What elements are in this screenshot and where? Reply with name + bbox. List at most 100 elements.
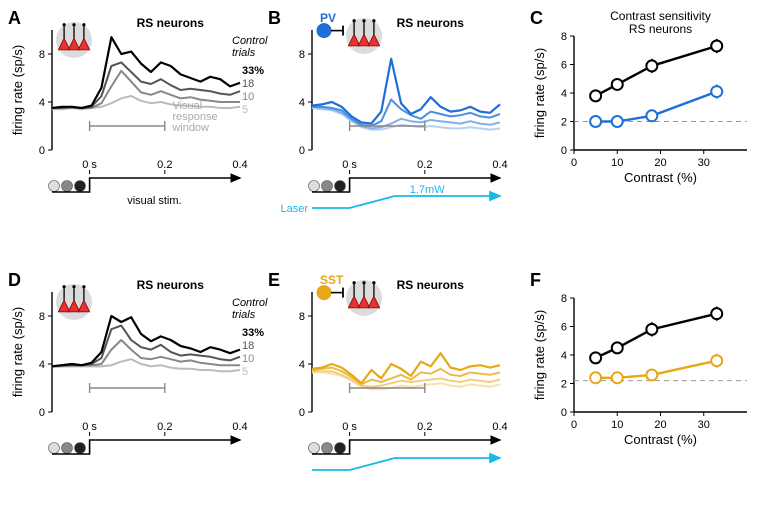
panel-E: E048RS neurons0 s0.20.4SST: [268, 270, 508, 470]
svg-text:30: 30: [698, 157, 710, 169]
svg-text:0: 0: [39, 145, 45, 157]
svg-text:18: 18: [242, 78, 254, 90]
marker: [612, 372, 623, 383]
marker: [590, 90, 601, 101]
marker: [590, 372, 601, 383]
svg-text:4: 4: [39, 97, 45, 109]
svg-text:5: 5: [242, 366, 248, 378]
svg-text:F: F: [530, 270, 541, 290]
svg-text:4: 4: [299, 359, 305, 371]
svg-text:8: 8: [561, 293, 567, 305]
svg-text:6: 6: [561, 60, 567, 72]
svg-text:visual stim.: visual stim.: [127, 195, 181, 207]
marker: [646, 110, 657, 121]
svg-text:33%: 33%: [242, 65, 264, 77]
svg-text:0 s: 0 s: [342, 159, 357, 171]
svg-text:0.2: 0.2: [157, 421, 172, 433]
marker: [646, 369, 657, 380]
marker: [711, 308, 722, 319]
svg-text:4: 4: [299, 97, 305, 109]
laser-ramp: [312, 196, 500, 208]
svg-text:Contrast sensitivity: Contrast sensitivity: [610, 9, 711, 23]
svg-text:trials: trials: [232, 309, 256, 321]
panel-C: C 0 2 4 6 8 0 10 20 30Contrast (%) firing rate (sp…: [530, 8, 747, 185]
svg-text:Laser: Laser: [280, 203, 308, 215]
svg-text:Control: Control: [232, 35, 268, 47]
svg-text:10: 10: [242, 91, 254, 103]
svg-text:Control: Control: [232, 297, 268, 309]
svg-text:0.4: 0.4: [232, 421, 247, 433]
panel-letter: D: [8, 270, 21, 290]
svg-text:0.4: 0.4: [492, 159, 507, 171]
svg-text:20: 20: [654, 157, 666, 169]
panel-title: RS neurons: [397, 16, 465, 30]
svg-text:8: 8: [299, 311, 305, 323]
svg-text:C: C: [530, 8, 543, 28]
panel-F: F024680102030Contrast (%)firing rate (sp…: [530, 270, 747, 447]
panel-letter: B: [268, 8, 281, 28]
ylabel: firing rate (sp/s): [10, 307, 25, 397]
svg-text:4: 4: [39, 359, 45, 371]
panel-title: RS neurons: [137, 16, 205, 30]
marker: [711, 86, 722, 97]
marker: [590, 116, 601, 127]
svg-text:0: 0: [571, 157, 577, 169]
inhib-label: PV: [320, 11, 336, 25]
svg-text:2: 2: [561, 379, 567, 391]
svg-text:0.2: 0.2: [417, 421, 432, 433]
svg-text:0.4: 0.4: [232, 159, 247, 171]
svg-text:4: 4: [561, 88, 567, 100]
svg-text:4: 4: [561, 350, 567, 362]
svg-text:0 s: 0 s: [82, 159, 97, 171]
svg-text:10: 10: [611, 157, 623, 169]
svg-text:0.2: 0.2: [157, 159, 172, 171]
svg-text:5: 5: [242, 104, 248, 116]
svg-text:8: 8: [39, 311, 45, 323]
svg-text:window: window: [171, 122, 209, 134]
svg-text:0: 0: [571, 419, 577, 431]
ylabel: firing rate (sp/s): [532, 310, 547, 400]
panel-A: A 0 4 8 firing rate (sp/s) RS neurons Controlt…: [8, 8, 268, 207]
svg-text:18: 18: [242, 340, 254, 352]
svg-text:0 s: 0 s: [342, 421, 357, 433]
ylabel: firing rate (sp/s): [10, 45, 25, 135]
svg-text:0: 0: [561, 145, 567, 157]
marker: [612, 79, 623, 90]
svg-text:0: 0: [39, 407, 45, 419]
svg-text:30: 30: [698, 419, 710, 431]
marker: [590, 352, 601, 363]
svg-text:8: 8: [39, 49, 45, 61]
panel-letter: E: [268, 270, 280, 290]
panel-B: B 0 4 8 RS neurons 0 s 0.2 0.4 Laser 1.7mW PV: [268, 8, 508, 215]
marker: [711, 40, 722, 51]
svg-text:10: 10: [242, 353, 254, 365]
svg-text:0 s: 0 s: [82, 421, 97, 433]
svg-text:2: 2: [561, 117, 567, 129]
trace: [52, 326, 240, 367]
svg-text:20: 20: [654, 419, 666, 431]
marker: [711, 355, 722, 366]
svg-text:1.7mW: 1.7mW: [410, 184, 445, 196]
marker: [646, 60, 657, 71]
panel-title: RS neurons: [137, 278, 205, 292]
svg-text:6: 6: [561, 322, 567, 334]
svg-text:0.2: 0.2: [417, 159, 432, 171]
svg-text:0: 0: [299, 145, 305, 157]
svg-text:8: 8: [561, 31, 567, 43]
panel-letter: A: [8, 8, 21, 28]
svg-text:33%: 33%: [242, 327, 264, 339]
svg-text:trials: trials: [232, 47, 256, 59]
svg-text:0: 0: [561, 407, 567, 419]
trace: [52, 340, 240, 366]
panel-title: RS neurons: [397, 278, 465, 292]
marker: [612, 116, 623, 127]
svg-text:0: 0: [299, 407, 305, 419]
laser-ramp: [312, 458, 500, 470]
trace: [312, 353, 500, 383]
ylabel: firing rate (sp/s): [532, 48, 547, 138]
xlabel: Contrast (%): [624, 432, 697, 447]
svg-text:8: 8: [299, 49, 305, 61]
svg-text:RS neurons: RS neurons: [629, 22, 692, 36]
xlabel: Contrast (%): [624, 170, 697, 185]
inhib-label: SST: [320, 273, 344, 287]
